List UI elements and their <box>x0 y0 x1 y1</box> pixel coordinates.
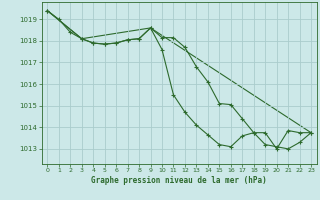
X-axis label: Graphe pression niveau de la mer (hPa): Graphe pression niveau de la mer (hPa) <box>91 176 267 185</box>
